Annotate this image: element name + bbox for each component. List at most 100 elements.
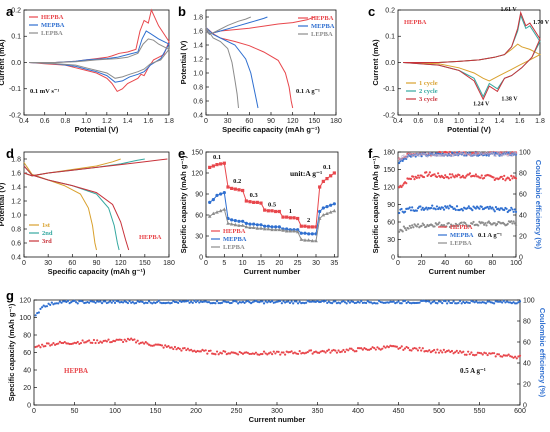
x-tick-label: 180 [163,260,175,267]
data-point [326,349,329,352]
data-point [363,347,366,350]
data-point [492,151,495,154]
data-point [52,342,55,345]
data-point [492,352,496,355]
legend-label: HEPBA [450,224,473,231]
data-point [60,341,63,345]
data-point [152,344,155,347]
data-point [68,342,71,346]
x-tick-label: 0 [396,260,400,267]
y2-tick-label: 80 [519,170,527,177]
data-point [295,229,300,234]
panel-title: HEPBA [64,367,88,375]
data-point [316,351,319,354]
data-point [281,228,285,232]
data-point [238,350,241,354]
data-point [400,207,403,211]
data-point [215,163,219,167]
data-point [49,303,52,306]
data-point [487,207,490,210]
data-point [504,179,507,182]
data-point [271,299,274,303]
data-point [100,341,104,344]
data-point [478,207,481,210]
data-point [259,353,262,356]
data-point [58,300,62,303]
data-point [299,237,304,241]
y-tick-label: 0.0 [385,60,395,67]
y-tick-label: 0.1 [385,34,395,41]
x-tick-label: 0 [22,260,26,267]
data-point [89,341,92,344]
x-tick-label: 0.8 [434,118,444,125]
data-point [282,351,285,354]
data-point [466,206,469,210]
data-point [156,300,159,304]
data-point [491,206,494,209]
rate-label: 1 [289,208,292,215]
peak-label: 1.38 V [501,96,518,102]
data-point [470,154,474,157]
data-point [269,300,272,304]
data-point [292,229,296,233]
x-tick-label: 250 [231,408,243,415]
data-point [244,224,249,229]
data-point [228,301,232,305]
data-point [471,222,474,225]
x-tick-label: 15 [257,260,265,267]
data-point [292,302,295,305]
data-point [122,301,125,304]
data-point [423,152,427,156]
data-point [303,238,307,242]
data-point [492,176,495,179]
data-point [84,341,87,344]
x-axis-label: Specific capacity (mAh g⁻¹) [222,125,320,134]
data-point [157,299,160,302]
data-point [403,347,407,350]
data-point [292,216,296,220]
data-point [125,340,128,343]
data-point [455,205,459,208]
data-point [47,342,50,345]
data-point [65,300,68,304]
panel-e: 0 5 10 15 20 25 30 35 0 30 60 90 120 150 Current numbe… [178,146,339,276]
x-tick-label: 150 [308,118,320,125]
data-point [441,351,444,354]
data-point [506,154,510,157]
data-point [102,339,105,343]
data-point [270,209,274,213]
y2-axis-label: Coulombic efficiency (%) [538,308,547,398]
data-point [467,301,470,304]
y2-tick-label: 100 [523,297,535,304]
data-point [298,300,301,303]
data-point [411,206,414,209]
data-point [296,228,300,232]
data-point [97,341,100,345]
x-tick-label: 500 [433,408,445,415]
data-point [427,173,430,176]
data-point [143,342,146,345]
data-point [324,299,327,302]
data-point [310,238,315,243]
y-tick-label: 0.8 [193,84,203,91]
data-point [428,171,431,174]
x-tick-label: 450 [393,408,405,415]
y-axis-label: Current (mA) [371,39,380,86]
data-point [277,225,281,229]
data-point [211,352,214,355]
data-point [160,344,164,347]
data-point [277,227,282,232]
data-point [55,302,58,305]
data-point [457,225,460,228]
panel-letter: e [178,146,185,161]
x-tick-label: 1.8 [164,118,174,125]
data-point [76,340,79,344]
data-point [255,223,259,227]
x-tick-label: 100 [109,408,121,415]
data-point [259,226,263,230]
legend-label: MEPBA [450,232,474,239]
data-point [146,301,149,305]
data-point [340,350,343,353]
y-axis-label: Specific capacity (mAh g⁻¹) [371,155,380,253]
data-point [514,151,518,155]
